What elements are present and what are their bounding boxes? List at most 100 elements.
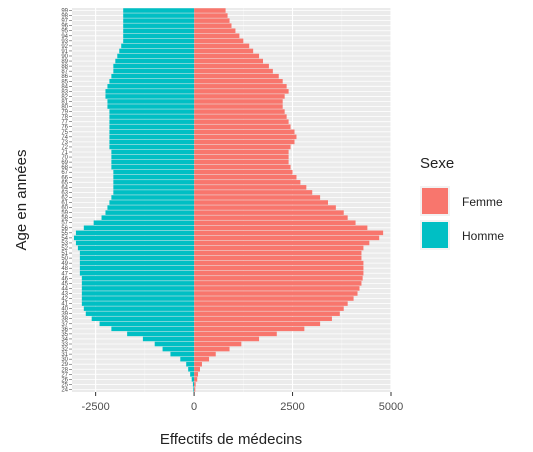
bar-homme-39 bbox=[85, 311, 195, 316]
y-tick-label: 81 bbox=[61, 99, 68, 105]
bar-homme-62 bbox=[111, 195, 195, 200]
y-tick-label: 57 bbox=[61, 221, 68, 227]
bar-femme-24 bbox=[194, 387, 196, 392]
bar-femme-30 bbox=[194, 356, 210, 362]
bar-homme-47 bbox=[79, 270, 195, 276]
y-tick-label: 47 bbox=[61, 271, 68, 277]
bar-homme-26 bbox=[191, 377, 195, 382]
y-tick-label: 64 bbox=[61, 185, 68, 191]
bar-homme-59 bbox=[105, 210, 195, 215]
bar-homme-40 bbox=[83, 306, 195, 311]
bar-homme-56 bbox=[83, 225, 195, 231]
bar-homme-31 bbox=[170, 351, 195, 357]
y-tick-label: 55 bbox=[61, 231, 68, 237]
y-tick-label: 68 bbox=[61, 165, 68, 171]
bar-homme-85 bbox=[109, 78, 195, 84]
bar-homme-49 bbox=[79, 260, 195, 266]
bar-femme-77 bbox=[194, 119, 289, 124]
bar-femme-70 bbox=[194, 154, 289, 160]
bar-homme-65 bbox=[113, 180, 195, 185]
bar-homme-80 bbox=[107, 104, 195, 109]
bar-femme-35 bbox=[194, 331, 277, 337]
bar-homme-87 bbox=[113, 68, 195, 74]
y-tick-label: 85 bbox=[61, 79, 68, 85]
bar-femme-80 bbox=[194, 104, 283, 109]
bar-homme-79 bbox=[109, 109, 195, 114]
bar-homme-28 bbox=[188, 366, 195, 372]
y-axis-title: Age en années bbox=[13, 150, 30, 251]
y-tick-label: 25 bbox=[61, 382, 68, 388]
y-tick-label: 42 bbox=[61, 297, 68, 303]
bar-femme-86 bbox=[194, 73, 279, 79]
bar-femme-29 bbox=[194, 361, 202, 367]
y-tick-label: 65 bbox=[61, 180, 68, 186]
bar-femme-66 bbox=[194, 174, 297, 180]
bar-homme-83 bbox=[105, 89, 195, 94]
bar-femme-27 bbox=[194, 372, 199, 377]
bar-femme-82 bbox=[194, 94, 285, 99]
bar-femme-81 bbox=[194, 99, 283, 104]
y-tick-label: 44 bbox=[61, 286, 68, 292]
y-tick-label: 66 bbox=[61, 175, 68, 181]
bar-homme-98 bbox=[123, 13, 195, 18]
y-tick-label: 29 bbox=[61, 362, 68, 368]
bar-femme-32 bbox=[194, 346, 230, 352]
bar-homme-46 bbox=[81, 276, 195, 281]
y-tick-label: 51 bbox=[61, 251, 68, 257]
y-tick-label: 72 bbox=[61, 145, 68, 151]
x-tick-label: 0 bbox=[191, 401, 197, 413]
bar-femme-63 bbox=[194, 190, 313, 195]
bar-femme-84 bbox=[194, 84, 287, 89]
bar-homme-82 bbox=[105, 94, 195, 99]
bar-homme-67 bbox=[113, 169, 195, 175]
y-tick-label: 82 bbox=[61, 94, 68, 100]
y-tick-label: 37 bbox=[61, 322, 68, 328]
bar-homme-51 bbox=[79, 250, 195, 256]
bar-femme-31 bbox=[194, 351, 216, 357]
bar-homme-64 bbox=[113, 185, 195, 190]
bar-homme-38 bbox=[91, 316, 195, 322]
bar-femme-44 bbox=[194, 286, 360, 291]
bar-homme-33 bbox=[154, 341, 195, 347]
bar-femme-93 bbox=[194, 38, 244, 44]
bar-femme-49 bbox=[194, 260, 364, 266]
bar-homme-52 bbox=[77, 245, 195, 251]
bar-femme-73 bbox=[194, 139, 295, 145]
bar-femme-51 bbox=[194, 250, 362, 256]
y-tick-label: 63 bbox=[61, 190, 68, 196]
y-tick-label: 31 bbox=[61, 352, 68, 358]
bar-homme-27 bbox=[190, 372, 195, 377]
bar-homme-81 bbox=[107, 99, 195, 104]
bar-femme-83 bbox=[194, 89, 289, 94]
y-tick-label: 40 bbox=[61, 307, 68, 313]
bar-homme-60 bbox=[107, 205, 195, 210]
bar-femme-96 bbox=[194, 23, 232, 28]
bar-homme-57 bbox=[93, 220, 195, 226]
y-tick-label: 89 bbox=[61, 59, 68, 65]
y-tick-label: 79 bbox=[61, 110, 68, 116]
y-tick-label: 54 bbox=[61, 236, 68, 242]
bar-femme-94 bbox=[194, 33, 240, 39]
y-tick-label: 78 bbox=[61, 115, 68, 121]
bar-femme-39 bbox=[194, 311, 340, 316]
bar-femme-68 bbox=[194, 164, 291, 170]
y-tick-label: 33 bbox=[61, 342, 68, 348]
bar-femme-42 bbox=[194, 296, 354, 301]
bar-homme-77 bbox=[109, 119, 195, 124]
bar-homme-95 bbox=[123, 28, 195, 34]
bar-homme-48 bbox=[79, 265, 195, 271]
bar-homme-99 bbox=[123, 8, 195, 13]
bar-femme-40 bbox=[194, 306, 344, 311]
bar-homme-55 bbox=[75, 230, 195, 236]
bar-homme-88 bbox=[113, 63, 195, 69]
bar-homme-72 bbox=[109, 144, 195, 150]
bar-femme-75 bbox=[194, 129, 295, 135]
y-tick-label: 48 bbox=[61, 266, 68, 272]
x-tick-label: 2500 bbox=[280, 401, 304, 413]
bar-homme-32 bbox=[162, 346, 195, 352]
bar-femme-99 bbox=[194, 8, 226, 13]
bar-homme-34 bbox=[142, 336, 195, 342]
bar-homme-94 bbox=[123, 33, 195, 39]
bar-femme-54 bbox=[194, 235, 380, 241]
bar-femme-89 bbox=[194, 58, 264, 64]
